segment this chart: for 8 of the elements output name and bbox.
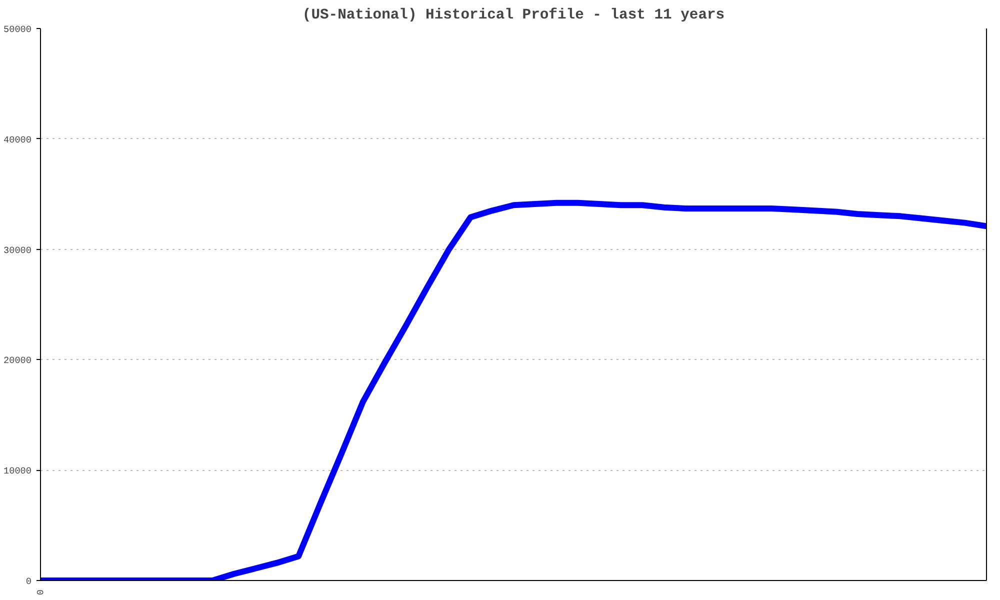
y-tick-label: 50000 xyxy=(4,24,32,35)
y-tick-label: 0 xyxy=(26,576,32,587)
y-tick-label: 40000 xyxy=(4,134,32,146)
y-tick-label: 20000 xyxy=(4,355,32,366)
text: 0 xyxy=(34,590,45,596)
y-tick-label: 30000 xyxy=(4,244,32,256)
chart-title: (US-National) Historical Profile - last 11 years xyxy=(302,8,725,24)
y-tick-label: 10000 xyxy=(4,466,32,477)
